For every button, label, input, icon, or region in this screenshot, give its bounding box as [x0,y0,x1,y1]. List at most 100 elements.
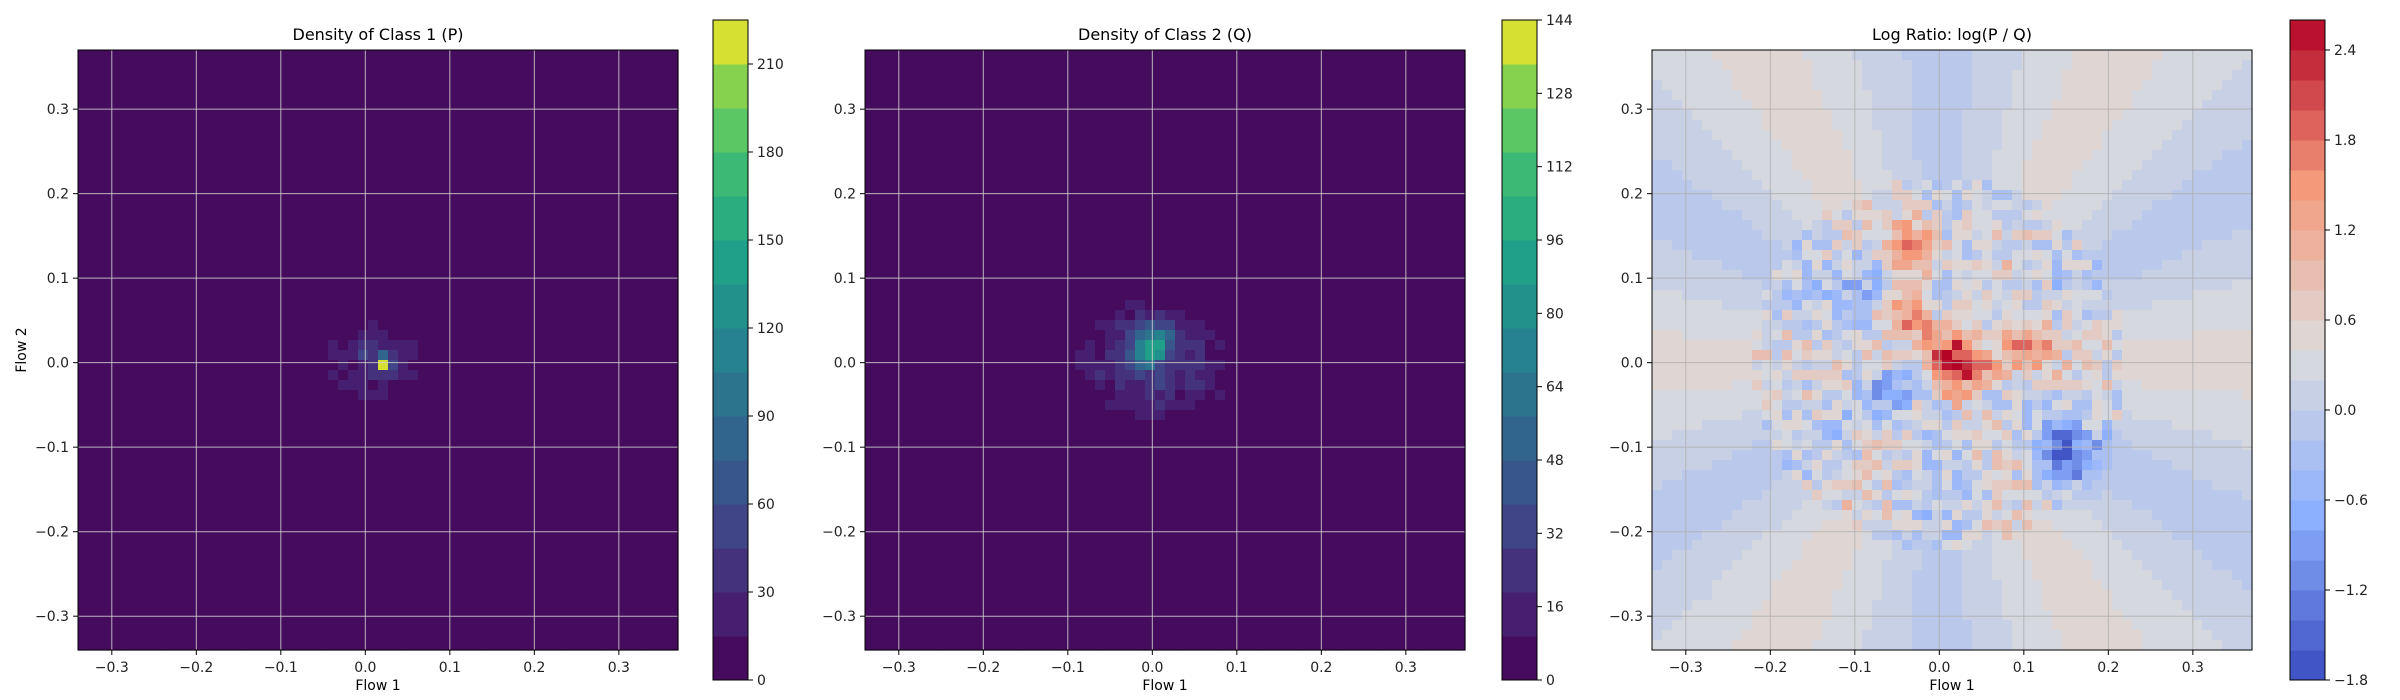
field-cell [548,210,559,221]
field-cell [218,450,229,461]
field-cell [408,470,419,481]
field-cell [598,90,609,101]
field-cell [268,620,279,631]
field-cell [528,550,539,561]
field-cell [168,480,179,491]
field-cell [1025,190,1036,201]
colorbar-band [713,196,748,241]
field-cell [955,110,966,121]
field-cell [995,50,1006,61]
field-cell [138,70,149,81]
field-cell [875,520,886,531]
field-cell [368,220,379,231]
field-cell [1065,60,1076,71]
field-cell [238,430,249,441]
field-cell [528,570,539,581]
field-cell [568,360,579,371]
field-cell [388,280,399,291]
field-cell [248,520,259,531]
field-cell [368,190,379,201]
field-cell [538,60,549,71]
field-cell [188,430,199,441]
field-cell [1055,500,1066,511]
field-cell [278,170,289,181]
field-cell [588,50,599,61]
field-cell [578,410,589,421]
field-cell [208,90,219,101]
field-cell [348,370,359,381]
field-cell [935,390,946,401]
field-cell [975,430,986,441]
field-cell [528,80,539,91]
field-cell [448,570,459,581]
field-cell [128,140,139,151]
field-cell [418,390,429,401]
field-cell [628,500,639,511]
field-cell [358,350,369,361]
field-cell [118,450,129,461]
field-cell [508,270,519,281]
field-cell [348,390,359,401]
field-cell [638,300,649,311]
field-cell [78,500,89,511]
field-cell [558,180,569,191]
field-cell [648,550,659,561]
field-cell [118,240,129,251]
field-cell [98,570,109,581]
field-cell [1005,50,1016,61]
field-cell [608,570,619,581]
field-cell [508,560,519,571]
field-cell [905,140,916,151]
field-cell [178,80,189,91]
field-cell [128,360,139,371]
field-cell [588,310,599,321]
field-cell [198,410,209,421]
field-cell [168,100,179,111]
field-cell [138,130,149,141]
field-cell [538,310,549,321]
field-cell [298,380,309,391]
field-cell [1015,470,1026,481]
field-cell [975,420,986,431]
field-cell [258,170,269,181]
field-cell [358,590,369,601]
field-cell [1035,570,1046,581]
field-cell [178,260,189,271]
field-cell [1015,590,1026,601]
field-cell [458,320,469,331]
field-cell [1045,480,1056,491]
field-cell [1035,370,1046,381]
field-cell [618,190,629,201]
field-cell [628,390,639,401]
field-cell [78,590,89,601]
field-cell [905,400,916,411]
field-cell [258,420,269,431]
field-cell [1005,560,1016,571]
field-cell [208,390,219,401]
field-cell [518,440,529,451]
field-cell [398,510,409,521]
field-cell [618,150,629,161]
field-cell [668,390,679,401]
field-cell [398,280,409,291]
field-cell [965,220,976,231]
field-cell [945,280,956,291]
field-cell [448,480,459,491]
field-cell [945,140,956,151]
field-cell [198,510,209,521]
field-cell [508,210,519,221]
field-cell [318,50,329,61]
field-cell [925,460,936,471]
field-cell [955,550,966,561]
field-cell [578,540,589,551]
field-cell [458,520,469,531]
field-cell [668,130,679,141]
field-cell [408,360,419,371]
field-cell [995,470,1006,481]
field-cell [548,300,559,311]
field-cell [488,330,499,341]
field-cell [875,120,886,131]
field-cell [378,210,389,221]
field-cell [258,240,269,251]
field-cell [588,480,599,491]
